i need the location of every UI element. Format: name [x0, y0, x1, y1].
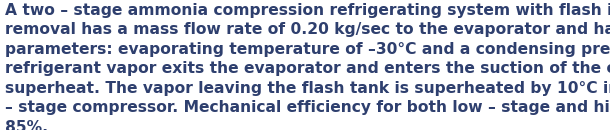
- Text: A two – stage ammonia compression refrigerating system with flash intercooling a: A two – stage ammonia compression refrig…: [5, 3, 610, 130]
